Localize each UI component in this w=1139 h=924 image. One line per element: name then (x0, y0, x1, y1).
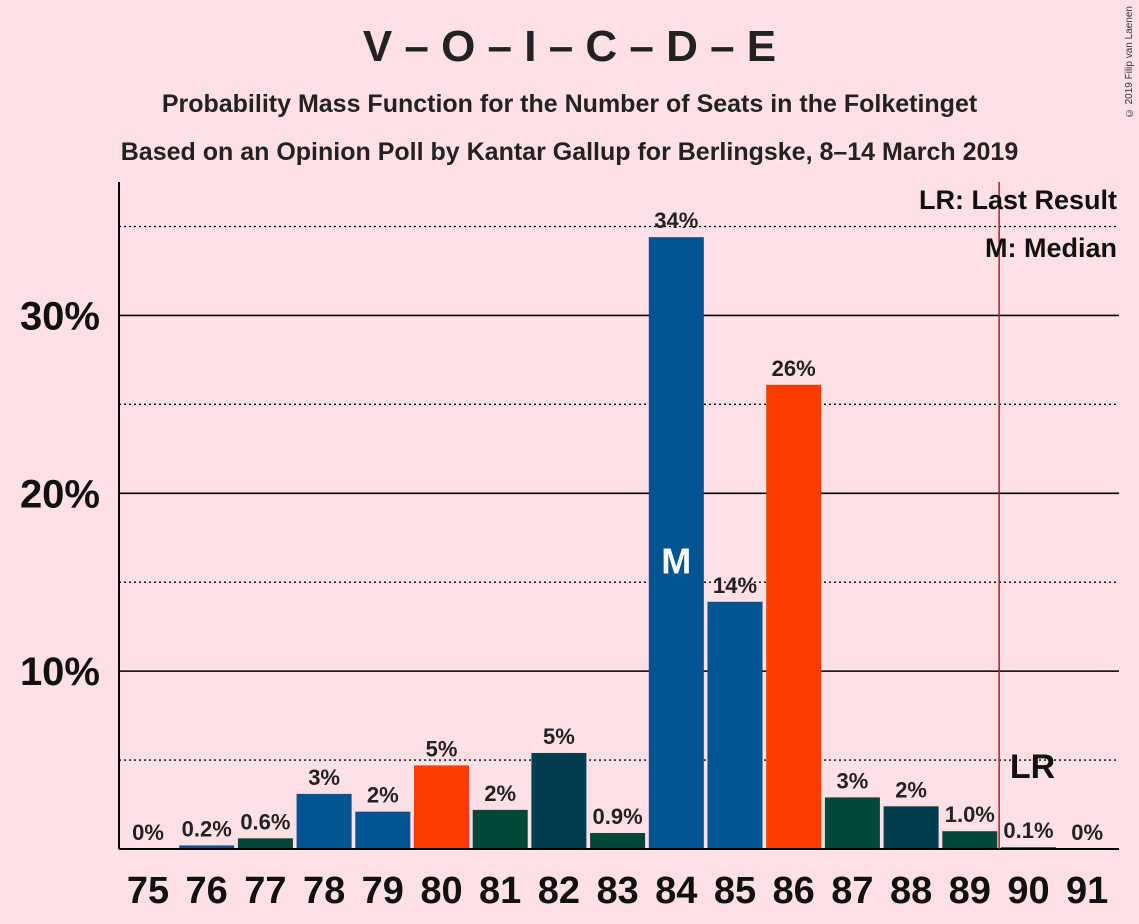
x-tick-label: 80 (420, 870, 462, 912)
bar-value-label: 2% (895, 777, 927, 802)
bar-value-label: 5% (543, 724, 575, 749)
bar-value-label: 5% (426, 736, 458, 761)
x-tick-label: 84 (655, 870, 697, 912)
value-labels: 0% 0.2% 0.6% 3% 2% 5% 2% 5% 0.9% 34% 14% 26% 3% 2% 1.0… (132, 208, 1103, 845)
x-tick-label: 76 (186, 870, 228, 912)
bar (942, 831, 998, 849)
x-tick-label: 85 (714, 870, 756, 912)
bar (707, 601, 763, 849)
bars (179, 237, 1056, 849)
x-tick-label: 78 (303, 870, 345, 912)
x-tick-label: 91 (1066, 870, 1108, 912)
bar (179, 845, 235, 849)
x-tick-label: 77 (244, 870, 286, 912)
bar-value-label: 2% (367, 783, 399, 808)
bar-value-label: 0.1% (1003, 818, 1053, 843)
bar (824, 797, 880, 849)
bar (531, 752, 587, 849)
bar-value-label: 34% (654, 208, 698, 233)
x-tick-label: 79 (362, 870, 404, 912)
last-result-label: LR (1010, 748, 1055, 786)
median-label: M (661, 540, 691, 581)
bar (766, 384, 822, 849)
bar-value-label: 0% (132, 820, 164, 845)
chart-subtitle: Probability Mass Function for the Number… (161, 90, 978, 118)
x-tick-label: 81 (479, 870, 521, 912)
x-tick-labels: 75 76 77 78 79 80 81 82 83 84 85 86 87 88 89 90 91 (127, 870, 1108, 912)
y-tick-labels: 10% 20% 30% (20, 294, 100, 694)
bar (883, 806, 939, 849)
bar (648, 237, 704, 849)
x-tick-label: 87 (831, 870, 873, 912)
bar (355, 811, 411, 849)
chart-title: V – O – I – C – D – E (362, 22, 777, 71)
bar-value-label: 2% (484, 781, 516, 806)
bar-value-label: 0% (1071, 820, 1103, 845)
y-tick-label: 30% (20, 294, 100, 338)
legend-last-result: LR: Last Result (919, 185, 1117, 215)
x-tick-label: 90 (1007, 870, 1049, 912)
x-tick-label: 83 (596, 870, 638, 912)
bar-value-label: 0.2% (182, 816, 232, 841)
bar-value-label: 0.6% (240, 809, 290, 834)
x-tick-label: 86 (773, 870, 815, 912)
grid-lines (119, 225, 1119, 761)
y-tick-label: 10% (20, 650, 100, 694)
x-tick-label: 89 (949, 870, 991, 912)
bar-value-label: 3% (308, 765, 340, 790)
chart-subtitle-source: Based on an Opinion Poll by Kantar Gallu… (120, 138, 1019, 166)
bar (590, 832, 646, 849)
bar (296, 793, 352, 849)
bar-value-label: 1.0% (945, 802, 995, 827)
y-tick-label: 20% (20, 472, 100, 516)
bar-value-label: 26% (772, 356, 816, 381)
bar-value-label: 3% (837, 768, 869, 793)
bar (414, 765, 469, 849)
bar (237, 838, 293, 849)
x-tick-label: 82 (538, 870, 580, 912)
bar (472, 809, 528, 849)
legend-median: M: Median (985, 233, 1117, 263)
x-tick-label: 88 (890, 870, 932, 912)
x-tick-label: 75 (127, 870, 169, 912)
bar-value-label: 14% (713, 573, 757, 598)
bar-value-label: 0.9% (593, 804, 643, 829)
